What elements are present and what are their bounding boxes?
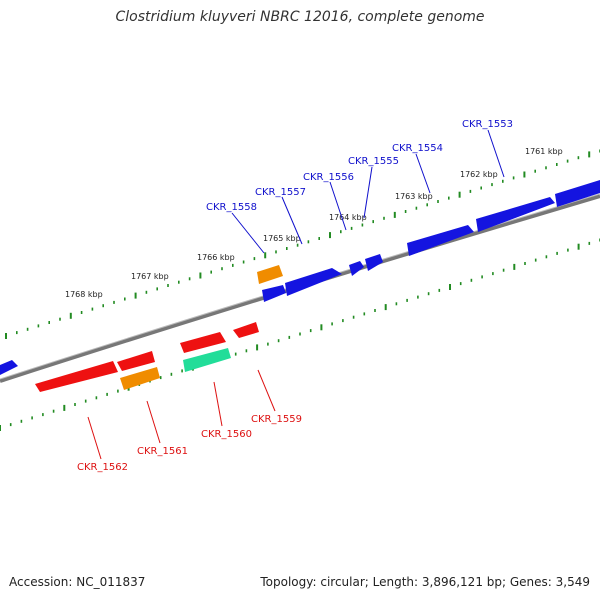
map-title: Clostridium kluyveri NBRC 12016, complet… xyxy=(115,9,485,25)
scale-label: 1761 kbp xyxy=(525,147,563,156)
scale-ticks-bottom xyxy=(0,238,600,431)
gene-label-ckr-1558: CKR_1558 xyxy=(206,202,257,213)
gene-labels-bottom: CKR_1559 CKR_1560 CKR_1561 CKR_1562 xyxy=(77,369,302,473)
scale-label: 1767 kbp xyxy=(131,272,169,281)
leader-ckr-1555 xyxy=(363,166,373,219)
scale-label: 1766 kbp xyxy=(197,253,235,262)
leader-ckr-1560 xyxy=(213,381,223,427)
gene-labels-top: CKR_1553 CKR_1554 CKR_1555 CKR_1556 CKR_… xyxy=(206,119,513,254)
scale-label: 1768 kbp xyxy=(65,290,103,299)
gene-label-ckr-1554: CKR_1554 xyxy=(392,143,443,154)
scale-label: 1764 kbp xyxy=(329,213,367,222)
gene-label-ckr-1557: CKR_1557 xyxy=(255,187,306,198)
gene-ckr-1560 xyxy=(180,332,226,353)
scale-label: 1763 kbp xyxy=(395,192,433,201)
gene-ckr-1559 xyxy=(233,322,259,338)
scale-ticks-top xyxy=(5,149,600,339)
gene-forward-small xyxy=(262,285,286,302)
accession-label: Accession: NC_011837 xyxy=(9,575,146,589)
gene-forward-orange xyxy=(257,265,283,284)
leader-ckr-1558 xyxy=(231,212,265,254)
gene-ckr-1555 xyxy=(407,225,474,256)
gene-ckr-1554 xyxy=(476,197,555,232)
gene-label-ckr-1555: CKR_1555 xyxy=(348,156,399,167)
gene-ckr-1556 xyxy=(365,254,383,271)
gene-ckr-1562 xyxy=(35,361,118,392)
forward-strand-genes xyxy=(0,180,600,375)
gene-ckr-1560-teal xyxy=(183,348,231,372)
gene-ckr-1557 xyxy=(349,261,364,276)
scale-labels: 1761 kbp 1762 kbp 1763 kbp 1764 kbp 1765… xyxy=(65,147,563,299)
gene-label-ckr-1553: CKR_1553 xyxy=(462,119,513,130)
leader-ckr-1556 xyxy=(329,181,347,231)
leader-ckr-1561 xyxy=(146,400,161,444)
scale-label: 1765 kbp xyxy=(263,234,301,243)
leader-ckr-1557 xyxy=(281,196,303,245)
gene-ckr-1553 xyxy=(555,180,600,207)
gene-label-ckr-1561: CKR_1561 xyxy=(137,446,188,457)
scale-label: 1762 kbp xyxy=(460,170,498,179)
gene-ckr-1561-orange xyxy=(120,367,160,390)
gene-label-ckr-1560: CKR_1560 xyxy=(201,429,252,440)
leader-ckr-1559 xyxy=(257,369,276,412)
genome-summary-label: Topology: circular; Length: 3,896,121 bp… xyxy=(260,575,590,589)
leader-ckr-1562 xyxy=(87,416,102,460)
gene-label-ckr-1562: CKR_1562 xyxy=(77,462,128,473)
gene-ckr-1558 xyxy=(285,268,342,296)
gene-label-ckr-1556: CKR_1556 xyxy=(303,172,354,183)
gene-label-ckr-1559: CKR_1559 xyxy=(251,414,302,425)
reverse-strand-genes xyxy=(35,322,259,392)
leader-ckr-1554 xyxy=(415,153,431,194)
gene-forward-left xyxy=(0,360,18,375)
leader-ckr-1553 xyxy=(487,129,505,178)
gene-ckr-1561 xyxy=(117,351,155,371)
